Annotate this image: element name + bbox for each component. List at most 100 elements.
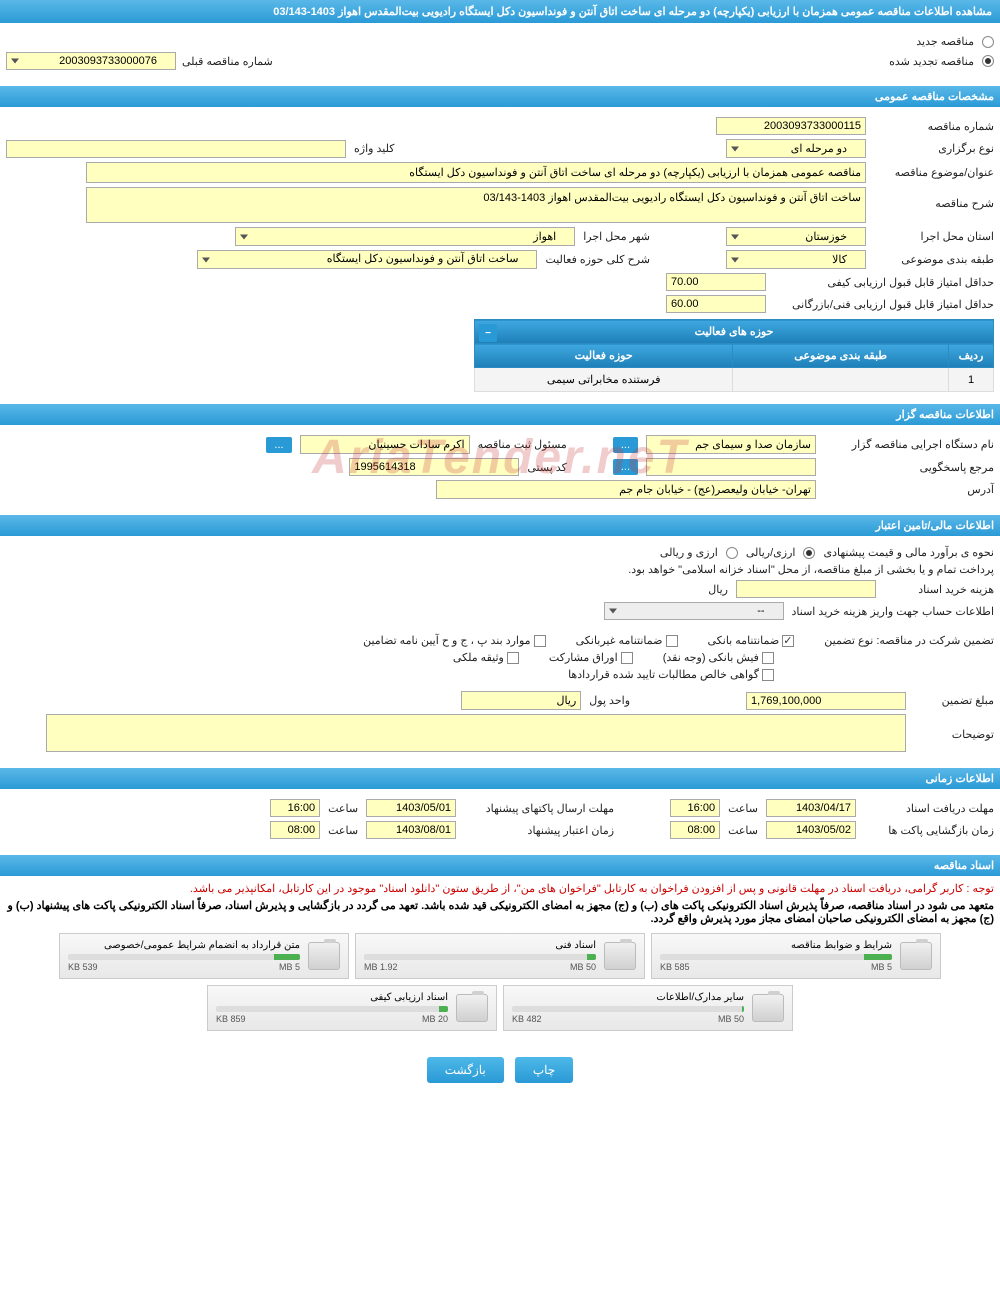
section-financial: اطلاعات مالی/تامین اعتبار: [0, 515, 1000, 536]
account-label: اطلاعات حساب جهت واریز هزینه خرید اسناد: [792, 605, 994, 618]
reg-official-label: مسئول ثبت مناقصه: [478, 438, 567, 451]
file-name: متن قرارداد به انضمام شرایط عمومی/خصوصی: [68, 940, 300, 951]
doc-deadline-date[interactable]: 1403/04/17: [766, 799, 856, 817]
province-select[interactable]: خوزستان: [726, 227, 866, 246]
desc-value[interactable]: ساخت اتاق آنتن و فونداسیون دکل ایستگاه ر…: [86, 187, 866, 223]
ellipsis-button-3[interactable]: ...: [613, 459, 638, 475]
folder-icon: [900, 942, 932, 970]
time-label-2: ساعت: [328, 802, 358, 815]
file-box[interactable]: متن قرارداد به انضمام شرایط عمومی/خصوصی 5…: [59, 933, 349, 979]
progress-bar: [68, 954, 300, 960]
time-label-1: ساعت: [728, 802, 758, 815]
response-ref-label: مرجع پاسخگویی: [824, 461, 994, 474]
notes-label: توضیحات: [914, 714, 994, 741]
validity-date[interactable]: 1403/08/01: [366, 821, 456, 839]
activity-table-title: حوزه های فعالیت: [695, 326, 774, 338]
collapse-icon[interactable]: −: [479, 324, 497, 342]
address-label: آدرس: [824, 483, 994, 496]
account-select[interactable]: --: [604, 602, 784, 620]
radio-new[interactable]: [982, 36, 994, 48]
cb-net-claims[interactable]: [762, 669, 774, 681]
section-organizer: اطلاعات مناقصه گزار: [0, 404, 1000, 425]
file-size: 859 KB: [216, 1014, 246, 1024]
subject-value[interactable]: مناقصه عمومی همزمان با ارزیابی (یکپارچه)…: [86, 162, 866, 183]
opt-foreign: ارزی و ریالی: [660, 546, 718, 559]
notes-value[interactable]: [46, 714, 906, 752]
doc-cost-unit: ریال: [708, 583, 728, 596]
radio-rial[interactable]: [803, 547, 815, 559]
radio-foreign[interactable]: [726, 547, 738, 559]
doc-cost-value[interactable]: [736, 580, 876, 598]
file-box[interactable]: شرایط و ضوابط مناقصه 5 MB 585 KB: [651, 933, 941, 979]
keyword-input[interactable]: [6, 140, 346, 158]
guarantee-intro: تضمین شرکت در مناقصه: نوع تضمین: [824, 634, 994, 647]
file-box[interactable]: اسناد ارزیابی کیفی20 MB859 KB: [207, 985, 497, 1031]
section-general: مشخصات مناقصه عمومی: [0, 86, 1000, 107]
file-max: 5 MB: [871, 962, 892, 972]
radio-renewed[interactable]: [982, 55, 994, 67]
type-select[interactable]: دو مرحله ای: [726, 139, 866, 158]
cb-bank-receipt[interactable]: [762, 652, 774, 664]
cb-bank-guarantee[interactable]: [782, 635, 794, 647]
estimate-label: نحوه ی برآورد مالی و قیمت پیشنهادی: [823, 546, 994, 559]
category-label: طبقه بندی موضوعی: [874, 253, 994, 266]
activity-scope-select[interactable]: ساخت اتاق آنتن و فونداسیون دکل ایستگاه: [197, 250, 537, 269]
folder-icon: [604, 942, 636, 970]
time-label-3: ساعت: [728, 824, 758, 837]
page-title: مشاهده اطلاعات مناقصه عمومی همزمان با ار…: [0, 0, 1000, 23]
cb-regulation[interactable]: [534, 635, 546, 647]
guarantee-amount-value[interactable]: 1,769,100,000: [746, 692, 906, 710]
section-timing: اطلاعات زمانی: [0, 768, 1000, 789]
file-max: 5 MB: [279, 962, 300, 972]
guarantee-amount-label: مبلغ تضمین: [914, 694, 994, 707]
file-name: شرایط و ضوابط مناقصه: [660, 940, 892, 951]
prev-number-label: شماره مناقصه قبلی: [182, 55, 273, 68]
col-row: ردیف: [949, 344, 994, 368]
tender-number-value: 2003093733000115: [716, 117, 866, 135]
cb-property[interactable]: [507, 652, 519, 664]
col-activity: حوزه فعالیت: [475, 344, 733, 368]
file-box[interactable]: سایر مدارک/اطلاعات50 MB482 KB: [503, 985, 793, 1031]
file-size: 1.92 MB: [364, 962, 398, 972]
folder-icon: [456, 994, 488, 1022]
postal-label: کد پستی: [527, 461, 566, 474]
reg-official-value: اکرم سادات حسینیان: [300, 435, 470, 454]
ellipsis-button[interactable]: ...: [613, 437, 638, 453]
response-ref-value[interactable]: [646, 458, 816, 476]
docs-note1: توجه : کاربر گرامی، دریافت اسناد در مهلت…: [6, 882, 994, 895]
doc-deadline-label: مهلت دریافت اسناد: [864, 802, 994, 815]
min-tech-value[interactable]: 60.00: [666, 295, 766, 313]
file-box[interactable]: اسناد فنی50 MB1.92 MB: [355, 933, 645, 979]
category-select[interactable]: کالا: [726, 250, 866, 269]
radio-new-label: مناقصه جدید: [916, 35, 974, 48]
min-quality-value[interactable]: 70.00: [666, 273, 766, 291]
prev-number-select[interactable]: 2003093733000076: [6, 52, 176, 70]
section-documents: اسناد مناقصه: [0, 855, 1000, 876]
validity-time[interactable]: 08:00: [270, 821, 320, 839]
folder-icon: [308, 942, 340, 970]
city-select[interactable]: اهواز: [235, 227, 575, 246]
exec-name-label: نام دستگاه اجرایی مناقصه گزار: [824, 438, 994, 451]
postal-value[interactable]: 1995614318: [349, 458, 519, 476]
folder-icon: [752, 994, 784, 1022]
print-button[interactable]: چاپ: [515, 1057, 573, 1083]
tender-number-label: شماره مناقصه: [874, 120, 994, 133]
doc-deadline-time[interactable]: 16:00: [670, 799, 720, 817]
address-value[interactable]: تهران- خیابان ولیعصر(عج) - خیابان جام جم: [436, 480, 816, 499]
opening-time[interactable]: 08:00: [670, 821, 720, 839]
min-quality-label: حداقل امتیاز قابل قبول ارزیابی کیفی: [774, 276, 994, 289]
activity-scope-label: شرح کلی حوزه فعالیت: [545, 253, 650, 266]
back-button[interactable]: بازگشت: [427, 1057, 504, 1083]
currency-value[interactable]: ریال: [461, 691, 581, 710]
file-size: 585 KB: [660, 962, 690, 972]
file-size: 482 KB: [512, 1014, 542, 1024]
opening-date[interactable]: 1403/05/02: [766, 821, 856, 839]
proposal-deadline-date[interactable]: 1403/05/01: [366, 799, 456, 817]
ellipsis-button-2[interactable]: ...: [266, 437, 291, 453]
cb-participation[interactable]: [621, 652, 633, 664]
type-label: نوع برگزاری: [874, 142, 994, 155]
opt-rial: ارزی/ریالی: [746, 546, 796, 559]
proposal-deadline-time[interactable]: 16:00: [270, 799, 320, 817]
cb-nonbank-guarantee[interactable]: [666, 635, 678, 647]
file-max: 50 MB: [570, 962, 596, 972]
